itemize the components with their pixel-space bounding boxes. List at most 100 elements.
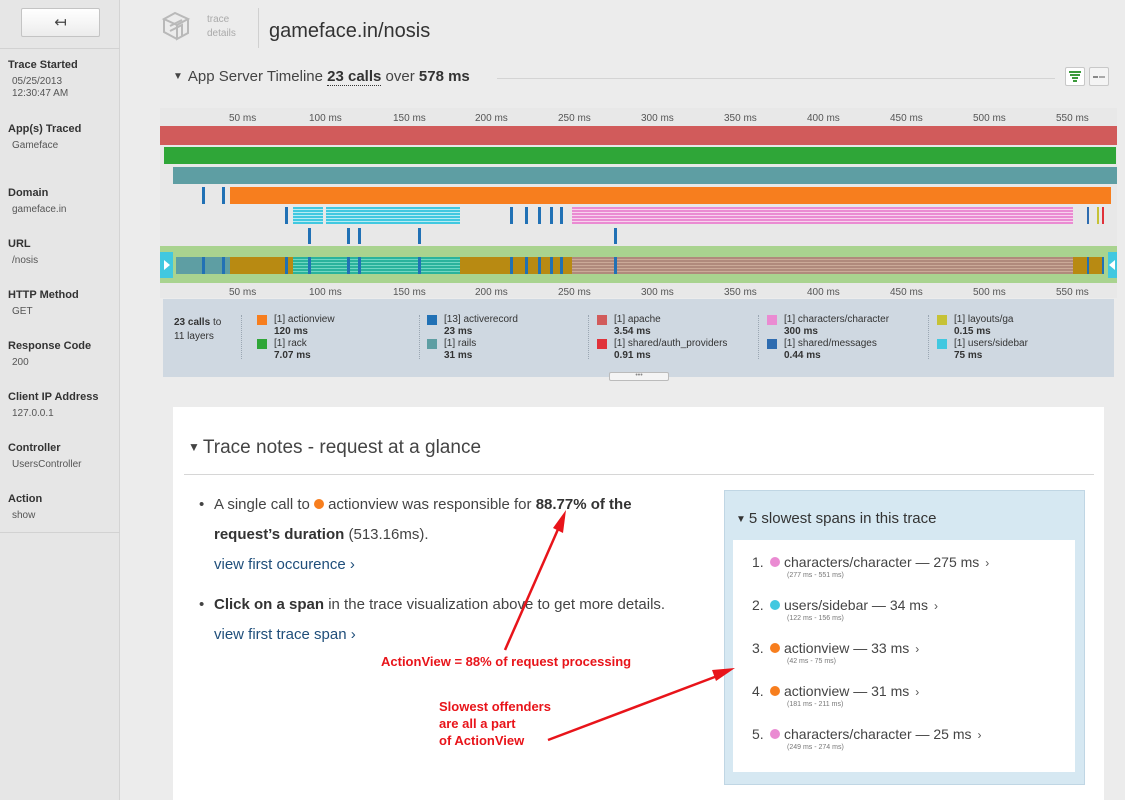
legend-item-apache[interactable]: [1] apache 3.54 ms [597,314,661,338]
list-view-button[interactable] [1089,67,1109,86]
legend-item-shared-messages[interactable]: [1] shared/messages 0.44 ms [767,338,877,362]
legend-item-rails[interactable]: [1] rails 31 ms [427,338,476,362]
legend-item-layouts-ga[interactable]: [1] layouts/ga 0.15 ms [937,314,1013,338]
span-activerecord[interactable] [525,207,528,224]
legend-duration: 0.44 ms [784,350,821,361]
legend-duration: 120 ms [274,326,308,337]
logo-text-line: details [207,28,236,39]
legend-toggle-handle[interactable]: ••• [609,372,669,381]
span-label: users/sidebar — 34 ms › [770,597,938,613]
timeline-view-button[interactable] [1065,67,1085,86]
tick-label: 350 ms [724,113,757,124]
minimap-mark [510,257,513,274]
legend-swatch [597,339,607,349]
legend-duration: 0.91 ms [614,350,651,361]
span-rank: 5. [752,726,764,742]
tick-label: 200 ms [475,113,508,124]
tick-label: 50 ms [229,113,257,124]
span-activerecord[interactable] [538,207,541,224]
span-activerecord[interactable] [358,228,361,244]
trace-notes-header[interactable]: ▼ Trace notes - request at a glance [188,437,481,459]
span-layouts-ga[interactable] [1097,207,1099,224]
legend-item-users-sidebar[interactable]: [1] users/sidebar 75 ms [937,338,1028,362]
timeline-title: App Server Timeline [187,68,323,85]
tick-label: 250 ms [558,113,591,124]
span-activerecord[interactable] [614,228,617,244]
legend-item-shared-auth-providers[interactable]: [1] shared/auth_providers 0.91 ms [597,338,727,362]
field-label: Controller [8,442,61,454]
span-shared-auth-providers[interactable] [1102,207,1104,224]
collapse-caret-icon[interactable]: ▼ [173,71,183,82]
minimap-mark [525,257,528,274]
span-activerecord[interactable] [418,228,421,244]
span-activerecord[interactable] [285,207,288,224]
slowest-spans-header[interactable]: ▼ 5 slowest spans in this trace [736,510,937,527]
span-users-sidebar[interactable] [293,207,323,224]
layer-dot-icon [314,499,325,509]
annotation-line: Slowest offenders [439,699,551,714]
span-range: (42 ms - 75 ms) [787,658,837,665]
collapse-caret-icon[interactable]: ▼ [736,514,746,525]
minimap-span [572,257,1073,274]
slowest-spans-title: 5 slowest spans in this trace [748,510,937,527]
minimap-right-handle[interactable] [1108,252,1117,278]
span-users-sidebar[interactable] [326,207,460,224]
span-activerecord[interactable] [550,207,553,224]
legend-item-characters-character[interactable]: [1] characters/character 300 ms [767,314,889,338]
tick-label: 350 ms [724,287,757,298]
layer-dot-icon [770,686,780,696]
view-first-occurence-link[interactable]: view first occurence › [214,556,355,573]
tick-label: 500 ms [973,287,1006,298]
logo-text-line: trace [207,14,230,25]
span-rank: 1. [752,554,764,570]
note-item: • A single call to actionview was respon… [199,490,684,580]
span-label: characters/character — 25 ms › [770,726,982,742]
back-button[interactable]: ↤ [21,8,100,37]
minimap-span [293,257,460,274]
legend-duration: 23 ms [444,326,473,337]
span-rank: 3. [752,640,764,656]
span-activerecord[interactable] [347,228,350,244]
span-rank: 4. [752,683,764,699]
span-activerecord[interactable] [222,187,225,204]
timeline-calls-link[interactable]: 23 calls [327,68,382,86]
legend-duration: 31 ms [444,350,473,361]
span-apache[interactable] [160,126,1117,145]
tick-label: 450 ms [890,287,923,298]
span-label: characters/character — 275 ms › [770,554,989,570]
span-actionview[interactable] [230,187,1111,204]
timeline-view-icon [1069,71,1081,82]
legend-item-rack[interactable]: [1] rack 7.07 ms [257,338,311,362]
legend-item-actionview[interactable]: [1] actionview 120 ms [257,314,335,338]
span-rack[interactable] [164,147,1116,164]
legend-layers: 11 layers [174,331,214,342]
header-divider [258,8,259,48]
span-rails[interactable] [173,167,1117,184]
span-characters-character[interactable] [572,207,1073,224]
field-value: 200 [12,357,29,368]
collapse-caret-icon[interactable]: ▼ [188,440,200,454]
legend-name: [1] actionview [274,314,335,325]
legend-divider [588,315,589,359]
minimap-left-handle[interactable] [160,252,173,278]
sidebar-divider [0,532,120,533]
timeline-header[interactable]: ▼ App Server Timeline 23 calls over 578 m… [173,68,470,86]
span-activerecord[interactable] [308,228,311,244]
span-activerecord[interactable] [560,207,563,224]
tick-label: 550 ms [1056,287,1089,298]
view-first-trace-span-link[interactable]: view first trace span › [214,626,356,643]
field-value: gameface.in [12,204,67,215]
legend-item-activerecord[interactable]: [13] activerecord 23 ms [427,314,518,338]
span-activerecord[interactable] [510,207,513,224]
layer-dot-icon [770,729,780,739]
span-activerecord[interactable] [202,187,205,204]
trace-timeline[interactable]: 50 ms 100 ms 150 ms 200 ms 250 ms 300 ms… [160,108,1117,298]
field-value: 127.0.0.1 [12,408,54,419]
field-response-code: Response Code 200 [8,340,118,369]
notes-divider [184,474,1094,475]
minimap-mark [538,257,541,274]
span-shared-messages[interactable] [1087,207,1089,224]
field-label: Domain [8,187,49,199]
field-http-method: HTTP Method GET [8,289,118,318]
layer-dot-icon [770,643,780,653]
